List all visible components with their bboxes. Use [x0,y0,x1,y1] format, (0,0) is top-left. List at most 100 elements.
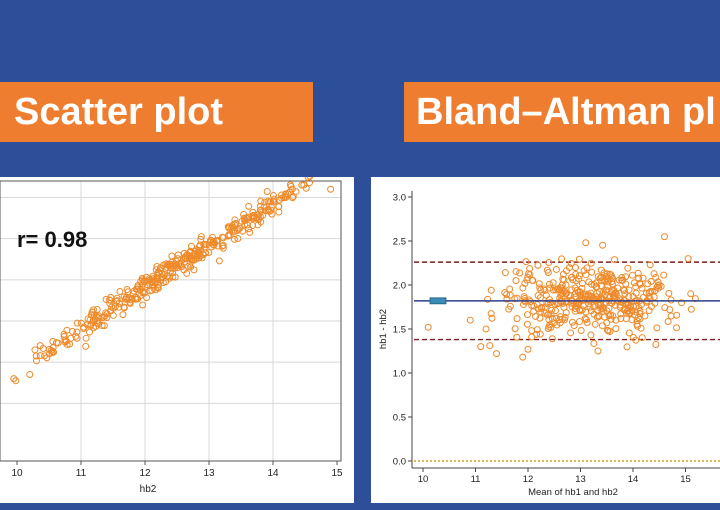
scatter-point [113,297,121,305]
scatter-plot-title-banner: Scatter plot [0,82,313,142]
scatter-point [198,254,206,262]
scatter-point [219,234,227,242]
scatter-point [67,334,75,342]
scatter-point [88,308,96,316]
scatter-point [190,254,198,262]
bland-altman-point [666,306,674,314]
scatter-point [86,328,94,336]
bland-altman-point [571,264,579,272]
bland-altman-point [629,333,637,341]
scatter-point [10,375,18,383]
scatter-point [286,181,294,189]
bland-altman-point [653,324,661,332]
scatter-point [245,202,253,210]
scatter-point [225,224,233,232]
scatter-point [102,295,110,303]
scatter-point [234,225,242,233]
bland-altman-point [593,313,601,321]
bland-altman-point [545,316,553,324]
bland-altman-point [578,279,586,287]
bland-altman-point [597,282,605,290]
bland-altman-point [544,268,552,276]
bland-altman-point [477,343,485,351]
scatter-point [134,281,142,289]
bland-altman-point [584,291,592,299]
bland-altman-point [678,299,686,307]
scatter-point [257,197,265,205]
scatter-point [192,246,200,254]
bland-altman-point [545,296,553,304]
bland-altman-point [646,261,654,269]
scatter-point [36,342,44,350]
bland-altman-point [632,283,640,291]
bland-altman-point [634,269,642,277]
bland-altman-point [621,305,629,313]
bland-altman-point [549,286,557,294]
bland-altman-point [633,322,641,330]
scatter-point [116,287,124,295]
x-tick-label: 13 [575,474,586,485]
bland-altman-point [577,327,585,335]
scatter-point [197,233,205,241]
bland-altman-point [588,268,596,276]
scatter-point [186,248,194,256]
bland-altman-point [535,280,543,288]
scatter-point [153,263,161,271]
x-tick-label: 12 [523,474,534,485]
bland-altman-point [582,239,590,247]
bland-altman-point [582,315,590,323]
bland-altman-point [501,269,509,277]
scatter-point [144,277,152,285]
bland-altman-point [618,274,626,282]
scatter-point [155,280,163,288]
bland-altman-point [660,271,668,279]
scatter-point [154,284,162,292]
bland-altman-point [664,317,672,325]
y-tick-label: 1.5 [393,325,406,336]
bland-altman-point [484,295,492,303]
correlation-annotation: r= 0.98 [17,227,87,252]
bland-altman-point [552,265,560,273]
scatter-point [181,254,189,262]
bland-altman-point [576,318,584,326]
x-tick-label: 15 [680,474,691,485]
scatter-point [259,211,267,219]
scatter-point [169,273,177,281]
scatter-point [92,323,100,331]
bland-altman-point [605,304,613,312]
scatter-point [73,319,81,327]
scatter-point [162,260,170,268]
bland-altman-point [511,325,519,333]
bland-altman-point [625,286,633,294]
bland-altman-point [687,305,695,313]
bland-altman-point [622,315,630,323]
bland-altman-title: Bland–Altman pl [416,91,716,133]
scatter-point [280,194,288,202]
scatter-point [238,217,246,225]
bland-altman-point [519,353,527,361]
bland-altman-point [519,284,527,292]
scatter-point [63,341,71,349]
bland-altman-point [523,311,531,319]
scatter-point [282,190,290,198]
bland-altman-point [590,281,598,289]
bland-altman-point [568,318,576,326]
scatter-point [167,264,175,272]
scatter-point [43,354,51,362]
bland-altman-point [650,270,658,278]
bland-altman-point [652,340,660,348]
bland-altman-point [684,255,692,263]
scatter-point [157,264,165,272]
scatter-point [172,261,180,269]
bland-altman-point [503,295,511,303]
bland-altman-point [641,312,649,320]
scatter-point [126,298,134,306]
bland-altman-point [598,322,606,330]
bland-altman-point [628,307,636,315]
bland-altman-point [597,273,605,281]
bland-altman-point [667,296,675,304]
bland-altman-point [673,311,681,319]
bland-altman-point [667,312,675,320]
bland-altman-chart: 0.0 0.5 1.0 1.5 2.0 2.5 3.0 10 11 12 13 14 15 hb1 - h… [378,191,720,498]
scatter-point [250,212,258,220]
